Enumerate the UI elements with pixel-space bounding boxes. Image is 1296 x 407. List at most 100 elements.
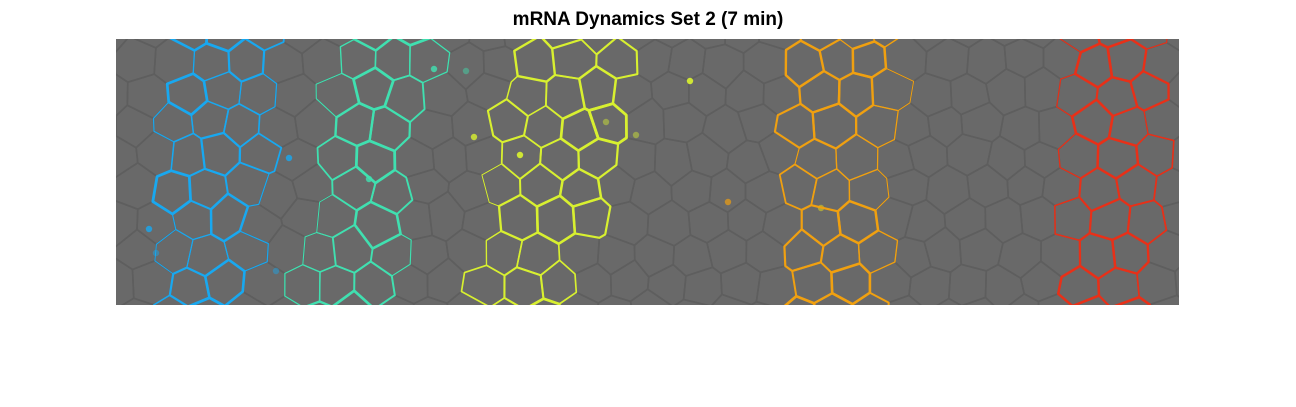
background-cell bbox=[961, 296, 995, 305]
background-cell bbox=[1148, 294, 1179, 305]
background-cell bbox=[757, 130, 801, 176]
background-cell bbox=[958, 227, 1004, 272]
orange-stripe-cell bbox=[836, 199, 880, 245]
background-cell bbox=[116, 39, 129, 53]
yellow-stripe-cell bbox=[595, 39, 639, 80]
blue-stripe-cell bbox=[165, 72, 209, 117]
orange-stripe-cell bbox=[811, 102, 858, 150]
background-cell bbox=[135, 130, 175, 178]
background-cell bbox=[923, 226, 963, 274]
yellow-stripe-cell bbox=[535, 194, 577, 246]
background-cell bbox=[936, 297, 963, 305]
teal-stripe-cell bbox=[369, 168, 414, 216]
mrna-spots bbox=[145, 65, 825, 275]
orange-stripe-cell bbox=[873, 39, 899, 49]
background-cell bbox=[390, 263, 429, 305]
teal-stripe-cell bbox=[284, 264, 321, 305]
background-cell bbox=[464, 134, 504, 176]
yellow-stripe-cell bbox=[503, 266, 545, 305]
yellow-stripe-cell bbox=[460, 264, 506, 305]
background-cell bbox=[662, 101, 708, 144]
blue-stripe-cell bbox=[224, 161, 270, 207]
teal-stripe-cell bbox=[316, 135, 358, 182]
background-cell-outlines bbox=[116, 39, 1179, 305]
blue-stripe-cell bbox=[151, 169, 192, 216]
teal-stripe-cell bbox=[332, 289, 373, 305]
background-cell bbox=[711, 293, 753, 305]
background-cell bbox=[464, 71, 513, 112]
mrna-spot bbox=[145, 225, 153, 233]
background-cell bbox=[629, 288, 673, 305]
yellow-stripe-cell bbox=[523, 104, 564, 149]
mrna-spot bbox=[272, 267, 280, 275]
yellow-stripe-cell bbox=[529, 297, 561, 305]
red-stripe-cell bbox=[1096, 136, 1140, 180]
background-cell bbox=[755, 265, 798, 305]
yellow-stripe-cell bbox=[580, 39, 617, 56]
red-stripe-cell bbox=[1114, 295, 1152, 305]
background-cell bbox=[224, 290, 268, 305]
background-cell bbox=[750, 300, 771, 305]
blue-stripe-cell bbox=[203, 258, 246, 305]
background-cell bbox=[136, 200, 177, 246]
teal-stripe-cell bbox=[331, 223, 374, 274]
blue-stripe-cell bbox=[222, 102, 261, 149]
background-cell bbox=[597, 294, 632, 305]
background-cell bbox=[482, 45, 519, 83]
background-cell bbox=[426, 256, 466, 305]
red-stripe-cell bbox=[1130, 39, 1168, 50]
mrna-spot bbox=[462, 67, 470, 75]
background-cell bbox=[925, 164, 971, 216]
blue-stripe-cell bbox=[171, 200, 212, 241]
teal-stripe-cell bbox=[409, 39, 451, 84]
yellow-stripe-cell bbox=[559, 107, 600, 153]
teal-stripe-cell bbox=[374, 39, 411, 82]
background-cell bbox=[945, 133, 994, 177]
red-stripe-cell bbox=[1072, 294, 1110, 305]
background-cell bbox=[447, 169, 491, 213]
background-cell bbox=[241, 260, 286, 305]
orange-stripe-cell bbox=[783, 228, 825, 273]
background-cell bbox=[949, 72, 991, 116]
background-cell bbox=[887, 294, 922, 305]
blue-stripe-cell bbox=[238, 132, 283, 175]
background-cell bbox=[280, 197, 321, 238]
background-cell bbox=[116, 257, 135, 305]
blue-stripe-cell bbox=[188, 167, 229, 211]
background-cell bbox=[257, 170, 299, 220]
microscopy-image bbox=[116, 39, 1179, 305]
background-cell bbox=[736, 103, 779, 144]
background-cell bbox=[907, 134, 949, 179]
mrna-spot bbox=[285, 154, 293, 162]
background-cell bbox=[408, 108, 455, 151]
background-cell bbox=[1003, 39, 1045, 79]
background-cell bbox=[131, 259, 175, 305]
background-cell bbox=[998, 105, 1041, 151]
orange-stripe-cell bbox=[830, 262, 872, 305]
mrna-spot bbox=[724, 198, 732, 206]
mrna-spot bbox=[430, 65, 438, 73]
background-cell bbox=[427, 190, 466, 243]
background-cell bbox=[1037, 292, 1073, 305]
blue-stripe-cell bbox=[153, 294, 188, 305]
background-cell bbox=[726, 198, 768, 242]
background-cell bbox=[701, 43, 745, 90]
background-cell bbox=[674, 298, 711, 305]
mrna-spot bbox=[470, 133, 478, 141]
background-cell bbox=[445, 228, 488, 274]
background-cell bbox=[687, 72, 727, 118]
background-cell bbox=[446, 290, 488, 305]
teal-stripe-cell bbox=[383, 74, 426, 124]
background-cell bbox=[153, 39, 196, 85]
teal-stripe-cell bbox=[339, 39, 377, 80]
yellow-stripe-cell bbox=[497, 193, 539, 242]
yellow-stripe-cell bbox=[571, 196, 612, 239]
background-cell bbox=[1023, 140, 1061, 180]
orange-stripe-cell bbox=[783, 294, 816, 305]
orange-stripe-cell bbox=[837, 71, 875, 119]
background-cell bbox=[682, 266, 723, 305]
background-cell bbox=[725, 139, 771, 185]
orange-stripe-cell bbox=[819, 39, 854, 81]
teal-stripe-cell bbox=[354, 139, 397, 185]
background-cell bbox=[943, 197, 987, 241]
